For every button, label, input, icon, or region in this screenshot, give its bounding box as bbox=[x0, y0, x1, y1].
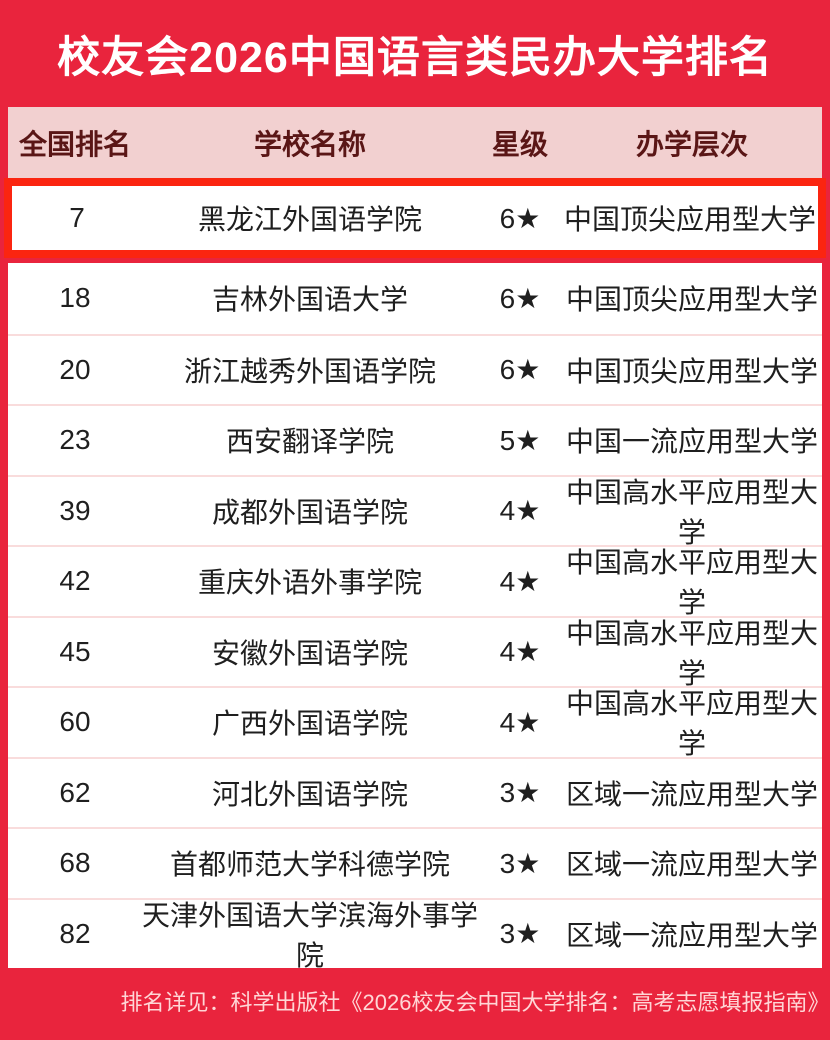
cell-school: 天津外国语大学滨海外事学院 bbox=[142, 899, 479, 971]
table-row: 23 西安翻译学院 5★ 中国一流应用型大学 bbox=[8, 404, 822, 475]
column-header-level: 办学层次 bbox=[635, 128, 748, 160]
cell-stars: 4★ bbox=[499, 706, 541, 738]
cell-stars: 4★ bbox=[499, 565, 541, 597]
cell-stars: 6★ bbox=[499, 202, 541, 234]
cell-school: 首都师范大学科德学院 bbox=[169, 849, 450, 881]
cell-rank: 39 bbox=[59, 494, 91, 526]
cell-level: 中国高水平应用型大学 bbox=[565, 476, 818, 548]
cell-level: 中国顶尖应用型大学 bbox=[563, 204, 816, 235]
cell-rank: 42 bbox=[59, 565, 91, 597]
cell-level: 中国顶尖应用型大学 bbox=[565, 355, 818, 387]
table-row: 18 吉林外国语大学 6★ 中国顶尖应用型大学 bbox=[8, 263, 822, 334]
table-row: 82 天津外国语大学滨海外事学院 3★ 区域一流应用型大学 bbox=[8, 897, 822, 971]
table-row: 68 首都师范大学科德学院 3★ 区域一流应用型大学 bbox=[8, 827, 822, 898]
cell-school: 成都外国语学院 bbox=[211, 496, 408, 528]
cell-stars: 4★ bbox=[499, 636, 541, 668]
cell-school: 黑龙江外国语学院 bbox=[197, 204, 422, 235]
cell-level: 中国高水平应用型大学 bbox=[565, 617, 818, 689]
cell-rank: 20 bbox=[59, 353, 91, 385]
cell-level: 中国高水平应用型大学 bbox=[565, 547, 818, 619]
cell-stars: 3★ bbox=[499, 847, 541, 879]
cell-rank: 23 bbox=[59, 424, 91, 456]
table-row: 42 重庆外语外事学院 4★ 中国高水平应用型大学 bbox=[8, 545, 822, 618]
column-header-school: 学校名称 bbox=[253, 128, 366, 160]
cell-rank: 62 bbox=[59, 776, 91, 808]
cell-stars: 4★ bbox=[499, 495, 541, 527]
cell-school: 吉林外国语大学 bbox=[211, 284, 408, 316]
table-header: 全国排名 学校名称 星级 办学层次 bbox=[8, 107, 822, 178]
cell-level: 中国高水平应用型大学 bbox=[565, 688, 818, 760]
column-header-stars: 星级 bbox=[491, 128, 548, 160]
table-body: 18 吉林外国语大学 6★ 中国顶尖应用型大学 20 浙江越秀外国语学院 6★ 中国顶尖应用型… bbox=[8, 263, 822, 971]
table-row: 62 河北外国语学院 3★ 区域一流应用型大学 bbox=[8, 756, 822, 828]
cell-stars: 6★ bbox=[499, 354, 541, 386]
cell-stars: 3★ bbox=[499, 777, 541, 809]
cell-school: 广西外国语学院 bbox=[211, 708, 408, 740]
column-header-rank: 全国排名 bbox=[18, 128, 131, 160]
cell-rank: 7 bbox=[69, 202, 85, 233]
highlighted-table-row: 7 黑龙江外国语学院 6★ 中国顶尖应用型大学 bbox=[4, 178, 826, 258]
cell-school: 浙江越秀外国语学院 bbox=[183, 355, 436, 387]
cell-rank: 45 bbox=[59, 635, 91, 667]
cell-stars: 6★ bbox=[499, 282, 541, 314]
table-row: 20 浙江越秀外国语学院 6★ 中国顶尖应用型大学 bbox=[8, 333, 822, 405]
cell-school: 重庆外语外事学院 bbox=[197, 567, 422, 599]
cell-school: 安徽外国语学院 bbox=[211, 637, 408, 669]
cell-rank: 82 bbox=[59, 917, 91, 949]
table-row: 60 广西外国语学院 4★ 中国高水平应用型大学 bbox=[8, 686, 822, 759]
cell-level: 中国顶尖应用型大学 bbox=[565, 284, 818, 316]
page-title: 校友会2026中国语言类民办大学排名 bbox=[57, 33, 773, 82]
cell-school: 河北外国语学院 bbox=[211, 778, 408, 810]
cell-level: 区域一流应用型大学 bbox=[565, 778, 818, 810]
cell-level: 区域一流应用型大学 bbox=[565, 849, 818, 881]
cell-rank: 68 bbox=[59, 847, 91, 879]
cell-level: 区域一流应用型大学 bbox=[565, 919, 818, 951]
cell-rank: 60 bbox=[59, 706, 91, 738]
table-row: 39 成都外国语学院 4★ 中国高水平应用型大学 bbox=[8, 474, 822, 548]
cell-level: 中国一流应用型大学 bbox=[565, 426, 818, 458]
cell-school: 西安翻译学院 bbox=[225, 426, 394, 458]
footer-note: 排名详见：科学出版社《2026校友会中国大学排名：高考志愿填报指南》 bbox=[120, 989, 830, 1015]
cell-stars: 5★ bbox=[499, 424, 541, 456]
cell-stars: 3★ bbox=[499, 918, 541, 950]
cell-rank: 18 bbox=[59, 282, 91, 314]
table-row: 45 安徽外国语学院 4★ 中国高水平应用型大学 bbox=[8, 615, 822, 689]
